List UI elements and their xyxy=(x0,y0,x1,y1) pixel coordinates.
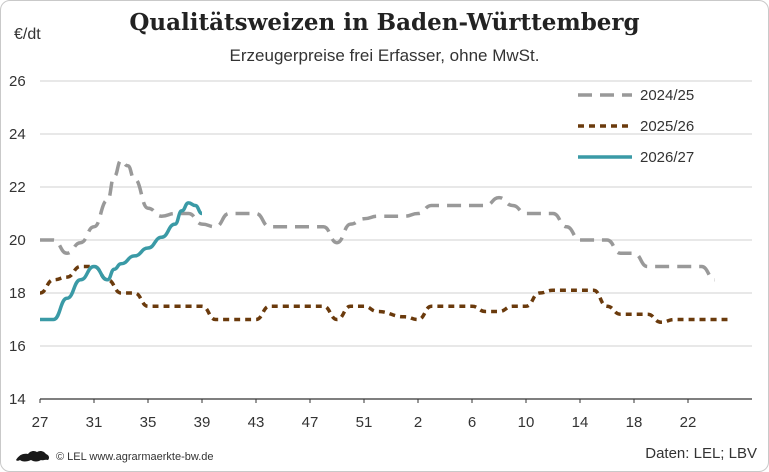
x-tick-label: 2 xyxy=(414,414,422,431)
x-tick-label: 31 xyxy=(86,414,103,431)
legend-label: 2026/27 xyxy=(640,149,694,166)
x-tick-label: 10 xyxy=(518,414,535,431)
x-tick-labels: 27 31 35 39 43 47 51 2 6 10 14 18 22 xyxy=(32,399,697,431)
series-line-2025-26 xyxy=(39,264,729,324)
x-tick-label: 18 xyxy=(626,414,643,431)
data-source: Daten: LEL; LBV xyxy=(645,445,757,462)
y-tick-label: 24 xyxy=(9,126,26,143)
legend-label: 2025/26 xyxy=(640,118,694,135)
x-tick-label: 39 xyxy=(194,414,211,431)
x-tick-label: 27 xyxy=(32,414,49,431)
x-tick-label: 51 xyxy=(356,414,373,431)
lion-logo-icon xyxy=(16,450,50,462)
chart-title: Qualitätsweizen in Baden-Württemberg xyxy=(129,9,640,36)
x-tick-label: 14 xyxy=(572,414,589,431)
y-tick-label: 26 xyxy=(9,73,26,90)
x-tick-label: 47 xyxy=(302,414,319,431)
x-tick-label: 43 xyxy=(248,414,265,431)
y-tick-label: 18 xyxy=(9,285,26,302)
y-tick-label: 22 xyxy=(9,179,26,196)
series-lines xyxy=(39,158,729,324)
legend: 2024/25 2025/26 2026/27 xyxy=(578,87,694,166)
x-tick-label: 35 xyxy=(140,414,157,431)
y-tick-label: 20 xyxy=(9,232,26,249)
legend-label: 2024/25 xyxy=(640,87,694,104)
series-line-2024-25 xyxy=(40,158,716,282)
y-axis-unit: €/dt xyxy=(14,26,41,43)
y-tick-label: 14 xyxy=(9,391,26,408)
x-tick-label: 22 xyxy=(680,414,697,431)
chart-subtitle: Erzeugerpreise frei Erfasser, ohne MwSt. xyxy=(229,46,540,65)
y-tick-labels: 14 16 18 20 22 24 26 xyxy=(9,73,26,408)
series-line-2026-27 xyxy=(39,201,203,322)
y-tick-label: 16 xyxy=(9,338,26,355)
copyright-text: © LEL www.agrarmaerkte-bw.de xyxy=(56,451,214,463)
x-tick-label: 6 xyxy=(468,414,476,431)
